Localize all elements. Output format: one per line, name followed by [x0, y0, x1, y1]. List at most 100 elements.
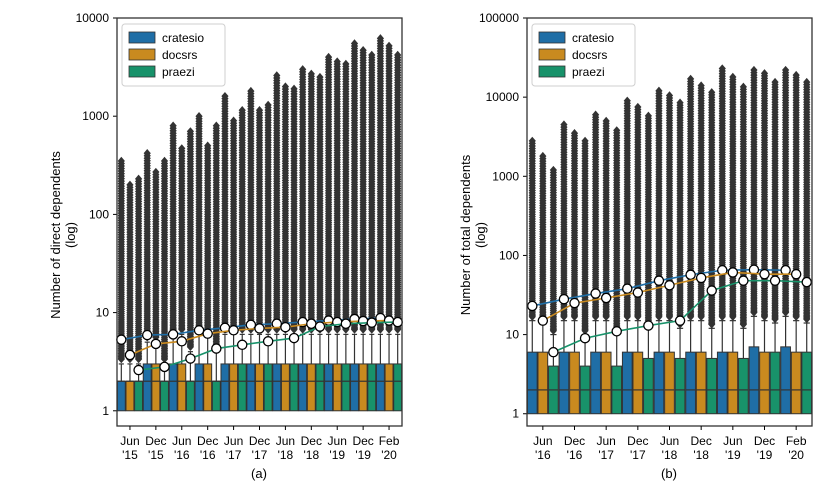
box-cratesio: [298, 363, 308, 412]
box-docsrs: [384, 363, 394, 412]
mean-marker-praezi: [159, 361, 170, 373]
x-tick-label-year: '19: [355, 448, 371, 462]
outlier-cratesio: [324, 52, 333, 62]
x-tick-label-year: '16: [200, 448, 216, 462]
x-tick-label-month: Jun: [120, 434, 139, 448]
outlier-docsrs: [333, 57, 341, 66]
box-cratesio: [653, 351, 665, 415]
outlier-docsrs: [204, 141, 212, 150]
y-tick-label: 10000: [76, 11, 110, 25]
mean-marker-cratesio: [141, 329, 153, 341]
x-tick-label-year: '20: [381, 448, 397, 462]
mean-marker-cratesio: [116, 334, 127, 345]
y-tick-label: 1: [512, 407, 519, 421]
x-tick-label-month: Dec: [249, 434, 270, 448]
mean-marker-praezi: [262, 336, 274, 347]
box-praezi: [315, 363, 325, 412]
box-praezi: [341, 363, 351, 412]
outlier-docsrs: [255, 106, 264, 115]
mean-marker-praezi: [211, 343, 222, 354]
box-cratesio: [558, 351, 570, 415]
x-tick-label-year: '18: [278, 448, 294, 462]
outlier-docsrs: [281, 82, 290, 91]
y-tick-label: 1000: [492, 169, 519, 183]
y-tick-label: 100: [89, 207, 109, 221]
x-tick-label-month: Dec: [301, 434, 322, 448]
x-tick-label-month: Jun: [224, 434, 243, 448]
x-tick-label-year: '16: [174, 448, 190, 462]
outlier-cratesio: [169, 121, 177, 130]
box-cratesio: [116, 380, 126, 412]
box-cratesio: [375, 363, 385, 412]
box-praezi: [263, 363, 273, 412]
box-docsrs: [229, 363, 239, 412]
x-tick-label-month: Jun: [328, 434, 347, 448]
mean-marker-cratesio: [323, 315, 334, 326]
mean-marker-praezi: [133, 364, 144, 376]
box-cratesio: [168, 363, 178, 412]
x-tick-label-month: Dec: [352, 434, 373, 448]
legend-swatch-praezi: [128, 65, 156, 78]
box-cratesio: [142, 363, 152, 412]
box-docsrs: [332, 363, 342, 412]
box-praezi: [393, 363, 403, 412]
mean-marker-docsrs: [202, 328, 213, 339]
outlier-docsrs: [229, 116, 238, 125]
box-docsrs: [203, 363, 213, 412]
box-cratesio: [194, 363, 204, 412]
box-docsrs: [151, 363, 161, 412]
mean-marker-praezi: [314, 321, 326, 332]
box-docsrs: [569, 351, 580, 415]
box-docsrs: [280, 363, 290, 412]
outlier-docsrs: [178, 144, 186, 153]
y-tick-label: 100: [499, 248, 519, 262]
box-docsrs: [306, 363, 316, 412]
legend-label-praezi: praezi: [162, 65, 195, 79]
mean-marker-docsrs: [357, 315, 369, 327]
box-cratesio: [780, 346, 791, 415]
mean-marker-docsrs: [280, 321, 291, 333]
box-cratesio: [621, 351, 633, 415]
outlier-cratesio: [143, 148, 151, 158]
legend-swatch-docsrs: [128, 48, 156, 61]
mean-marker-docsrs: [383, 315, 395, 326]
mean-marker-docsrs: [254, 323, 265, 334]
box-praezi: [160, 380, 169, 412]
outlier-cratesio: [299, 65, 307, 74]
mean-marker-cratesio: [167, 329, 179, 340]
mean-marker-docsrs: [124, 349, 136, 361]
x-tick-label-month: Dec: [145, 434, 166, 448]
box-praezi: [185, 380, 195, 412]
box-cratesio: [324, 363, 334, 412]
box-docsrs: [125, 380, 135, 412]
outlier-cratesio: [273, 71, 281, 80]
outlier-cratesio: [350, 39, 359, 48]
x-tick-label-month: Jun: [276, 434, 295, 448]
box-docsrs: [358, 363, 368, 412]
legend-label-cratesio: cratesio: [162, 31, 204, 45]
x-tick-label-year: '18: [303, 448, 319, 462]
box-cratesio: [526, 351, 538, 415]
box-praezi: [237, 363, 247, 412]
outlier-docsrs: [307, 69, 315, 79]
mean-marker-praezi: [185, 353, 196, 364]
box-docsrs: [255, 363, 264, 412]
x-tick-label-month: Jun: [172, 434, 191, 448]
y-axis-label: Number of direct dependents(log): [48, 151, 78, 319]
mean-marker-docsrs: [306, 318, 317, 329]
box-cratesio: [716, 351, 728, 415]
box-cratesio: [246, 363, 256, 412]
box-cratesio: [590, 351, 601, 415]
x-tick-label-year: '19: [329, 448, 345, 462]
box-cratesio: [220, 363, 230, 412]
y-axis-label-line2: (log): [63, 222, 78, 248]
box-praezi: [367, 363, 377, 412]
x-tick-label-year: '15: [148, 448, 164, 462]
mean-marker-praezi: [236, 339, 248, 351]
y-tick-label: 1000: [82, 109, 109, 123]
y-tick-label: 100000: [479, 11, 519, 25]
y-tick-label: 1: [102, 404, 109, 418]
